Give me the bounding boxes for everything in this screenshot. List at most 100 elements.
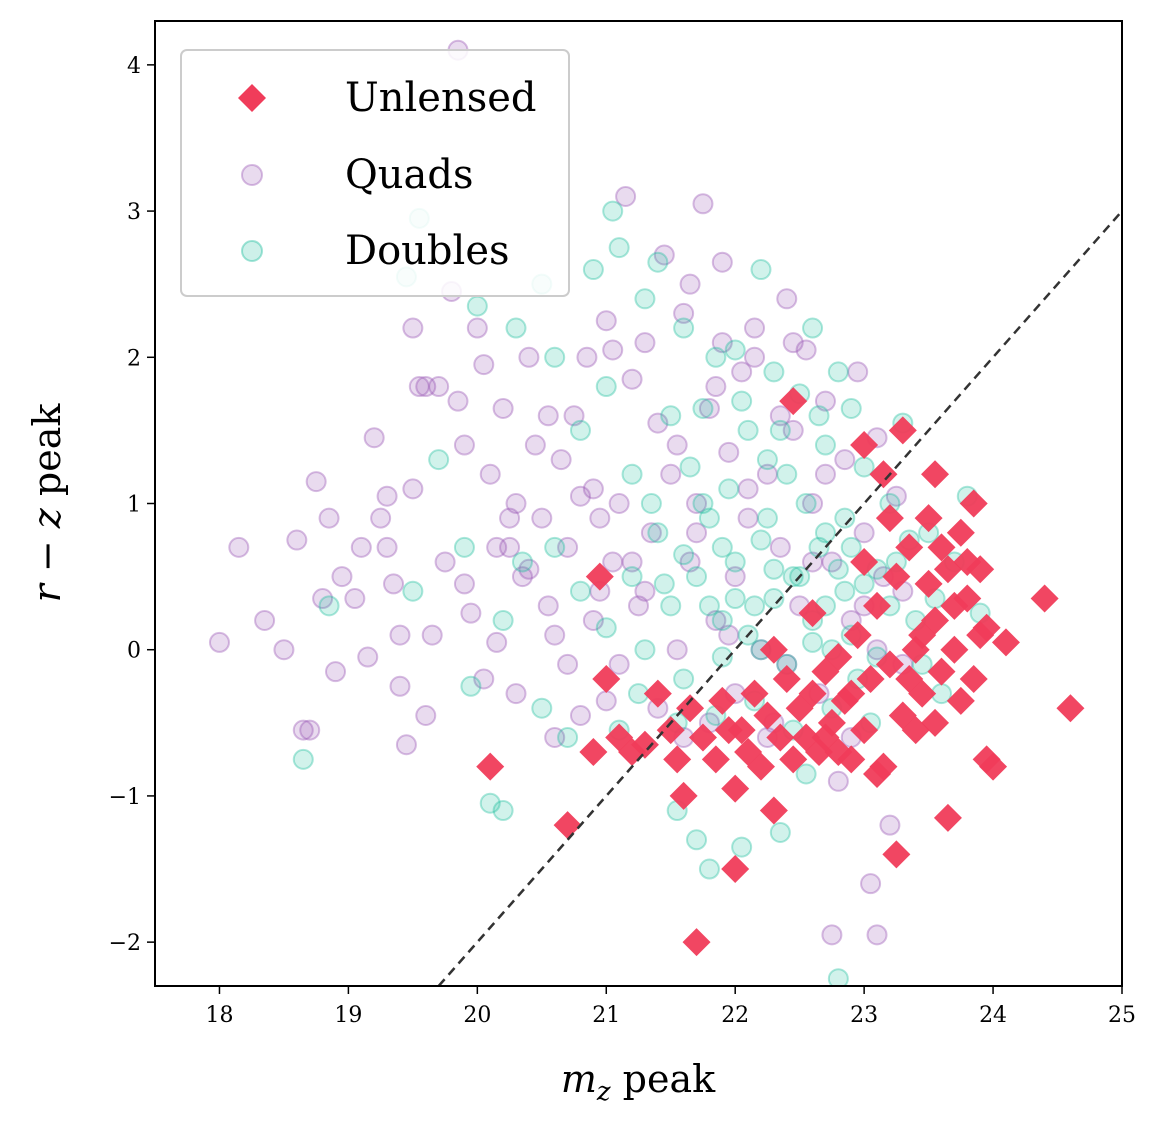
x-tick-label-23: 23 bbox=[850, 1003, 878, 1028]
data-layer bbox=[208, 39, 1085, 986]
data-point-doubles-12 bbox=[557, 726, 579, 748]
data-point-unlensed-82 bbox=[811, 723, 840, 752]
data-point-unlensed-37 bbox=[875, 650, 904, 679]
y-axis-label-var2: z bbox=[25, 507, 69, 529]
data-point-quads-7 bbox=[305, 471, 327, 493]
data-point-quads-65 bbox=[698, 397, 720, 419]
legend-item-unlensed: Unlensed bbox=[238, 75, 537, 121]
x-tick-label-24: 24 bbox=[979, 1003, 1007, 1028]
data-point-doubles-18 bbox=[621, 463, 643, 485]
x-tick-label-25: 25 bbox=[1108, 1003, 1136, 1028]
data-point-doubles-68 bbox=[724, 551, 746, 573]
data-point-quads-124 bbox=[557, 653, 579, 675]
data-point-doubles-17 bbox=[608, 237, 630, 259]
data-point-unlensed-77 bbox=[953, 547, 982, 576]
data-point-quads-132 bbox=[376, 536, 398, 558]
data-point-quads-68 bbox=[718, 441, 740, 463]
data-point-quads-113 bbox=[402, 478, 424, 500]
data-point-doubles-23 bbox=[673, 317, 695, 339]
data-point-doubles-108 bbox=[460, 675, 482, 697]
data-point-doubles-27 bbox=[705, 346, 727, 368]
data-point-quads-13 bbox=[350, 536, 372, 558]
data-point-doubles-32 bbox=[744, 595, 766, 617]
divider-line-layer bbox=[437, 210, 1122, 986]
x-tick-label-18: 18 bbox=[205, 1003, 233, 1028]
data-point-unlensed-84 bbox=[663, 745, 692, 774]
data-point-doubles-45 bbox=[827, 361, 849, 383]
data-point-quads-131 bbox=[814, 463, 836, 485]
data-point-doubles-109 bbox=[402, 580, 424, 602]
data-point-quads-44 bbox=[563, 405, 585, 427]
data-point-doubles-37 bbox=[776, 463, 798, 485]
data-point-doubles-67 bbox=[711, 609, 733, 631]
data-point-quads-42 bbox=[550, 449, 572, 471]
data-point-unlensed-86 bbox=[869, 460, 898, 489]
data-point-quads-49 bbox=[595, 310, 617, 332]
data-point-doubles-31 bbox=[737, 419, 759, 441]
data-point-doubles-1 bbox=[292, 748, 314, 770]
data-point-quads-114 bbox=[569, 485, 591, 507]
data-point-quads-134 bbox=[537, 595, 559, 617]
data-point-quads-29 bbox=[466, 317, 488, 339]
data-point-unlensed-88 bbox=[966, 621, 995, 650]
data-point-quads-69 bbox=[724, 566, 746, 588]
data-point-doubles-114 bbox=[711, 646, 733, 668]
data-point-quads-62 bbox=[679, 551, 701, 573]
data-point-doubles-21 bbox=[660, 405, 682, 427]
data-point-doubles-46 bbox=[834, 580, 856, 602]
data-point-quads-84 bbox=[821, 551, 843, 573]
data-point-quads-71 bbox=[737, 507, 759, 529]
data-point-quads-104 bbox=[518, 558, 540, 580]
data-point-unlensed-33 bbox=[850, 716, 879, 745]
data-point-doubles-76 bbox=[827, 558, 849, 580]
data-point-unlensed-16 bbox=[740, 679, 769, 708]
data-point-quads-6 bbox=[299, 719, 321, 741]
data-point-doubles-64 bbox=[673, 668, 695, 690]
data-point-doubles-96 bbox=[569, 580, 591, 602]
data-point-doubles-60 bbox=[621, 566, 643, 588]
data-point-unlensed-6 bbox=[656, 716, 685, 745]
data-point-quads-130 bbox=[718, 624, 740, 646]
data-point-quads-21 bbox=[408, 376, 430, 398]
data-point-quads-43 bbox=[557, 536, 579, 558]
data-point-doubles-112 bbox=[802, 631, 824, 653]
legend-label-unlensed: Unlensed bbox=[345, 75, 537, 121]
data-point-unlensed-1 bbox=[553, 811, 582, 840]
data-point-quads-37 bbox=[518, 346, 540, 368]
y-axis-label-var1: r bbox=[25, 581, 69, 602]
data-point-quads-115 bbox=[666, 434, 688, 456]
data-point-quads-55 bbox=[634, 332, 656, 354]
data-point-unlensed-59 bbox=[959, 489, 988, 518]
data-point-quads-34 bbox=[499, 507, 521, 529]
data-point-doubles-105 bbox=[808, 405, 830, 427]
data-point-unlensed-72 bbox=[798, 599, 827, 628]
data-point-doubles-9 bbox=[505, 317, 527, 339]
data-point-unlensed-35 bbox=[863, 591, 892, 620]
data-point-doubles-70 bbox=[750, 529, 772, 551]
data-point-quads-47 bbox=[582, 478, 604, 500]
data-point-quads-11 bbox=[331, 566, 353, 588]
x-tick-label-22: 22 bbox=[721, 1003, 749, 1028]
data-point-quads-67 bbox=[711, 251, 733, 273]
data-point-doubles-36 bbox=[769, 821, 791, 843]
data-point-quads-88 bbox=[847, 361, 869, 383]
data-point-quads-120 bbox=[582, 609, 604, 631]
data-point-doubles-97 bbox=[595, 617, 617, 639]
data-point-doubles-40 bbox=[795, 763, 817, 785]
data-point-unlensed-38 bbox=[882, 562, 911, 591]
data-point-quads-137 bbox=[679, 273, 701, 295]
data-point-quads-105 bbox=[486, 631, 508, 653]
data-point-quads-27 bbox=[453, 434, 475, 456]
data-point-quads-90 bbox=[860, 873, 882, 895]
y-axis-label: r − z peak bbox=[25, 403, 69, 603]
data-point-doubles-82 bbox=[679, 456, 701, 478]
data-point-quads-123 bbox=[292, 719, 314, 741]
data-point-unlensed-12 bbox=[708, 686, 737, 715]
data-point-quads-112 bbox=[357, 646, 379, 668]
y-tick-label-2: 2 bbox=[127, 346, 141, 371]
data-point-quads-38 bbox=[524, 434, 546, 456]
data-point-doubles-6 bbox=[466, 295, 488, 317]
data-point-unlensed-3 bbox=[592, 664, 621, 693]
data-point-quads-31 bbox=[479, 463, 501, 485]
